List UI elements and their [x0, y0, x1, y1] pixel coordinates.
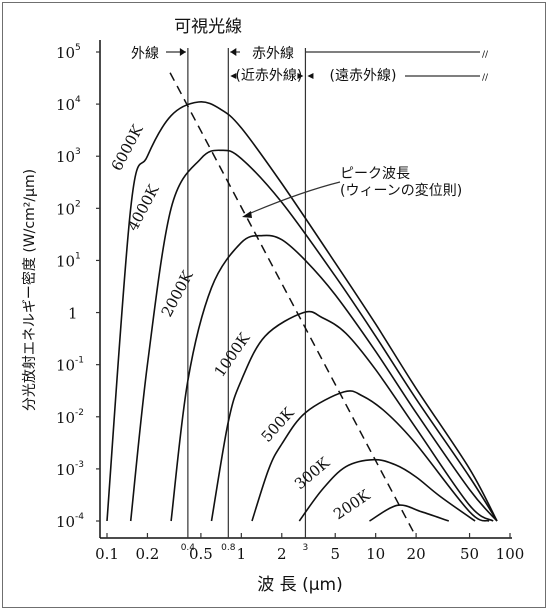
near-ir-arrow-head — [230, 73, 237, 79]
far-ir-arrow-head — [307, 73, 314, 79]
x-tick-label: 10 — [366, 545, 385, 563]
y-tick-base: 10 — [56, 44, 75, 62]
y-tick-base: 10 — [56, 513, 75, 531]
series-curve-300k — [298, 458, 476, 522]
y-tick-label: 10 5 — [56, 43, 81, 62]
x-tick-label: 0.1 — [95, 545, 119, 563]
y-tick-exponent: -2 — [75, 408, 84, 418]
y-tick-base: 10 — [56, 200, 75, 218]
near-ir-arrow-head — [297, 73, 304, 79]
y-tick-base: 10 — [56, 461, 75, 479]
axis-break-mark: // — [482, 50, 489, 60]
x-axis-label: 波 長 (μm) — [257, 575, 342, 595]
y-tick-label: 1 — [68, 305, 78, 323]
series-curve-2000k — [170, 234, 498, 522]
axis-break-mark: // — [482, 73, 489, 83]
series-label-500k: 500K — [258, 403, 299, 445]
series-label-1000k: 1000K — [211, 329, 255, 380]
series-label-6000k: 6000K — [108, 121, 147, 174]
x-tick-label: 0.2 — [136, 545, 160, 563]
y-axis-label: 分光放射エネルギー密度 (W/cm²/μm) — [21, 169, 38, 411]
series-label-200k: 200K — [330, 486, 374, 524]
wien-law-label: (ウィーンの変位則) — [340, 182, 462, 199]
annotation-arrow — [245, 181, 341, 216]
y-tick-exponent: -4 — [75, 512, 84, 522]
y-tick-label: 10 1 — [56, 251, 81, 270]
y-tick-base: 10 — [56, 357, 75, 375]
y-tick-label: 10 -4 — [56, 512, 84, 531]
series-curve-1000k — [210, 310, 494, 522]
y-tick-label: 10 -3 — [56, 460, 84, 479]
band-boundary-label: 0.8 — [221, 543, 236, 553]
y-tick-exponent: 5 — [75, 43, 81, 53]
series-curve-4000k — [129, 149, 498, 522]
y-tick-label: 10 -1 — [56, 356, 84, 375]
y-tick-exponent: 1 — [75, 251, 81, 261]
series-label-300k: 300K — [291, 453, 334, 493]
y-tick-base: 10 — [56, 148, 75, 166]
near-infrared-label: (近赤外線) — [235, 68, 302, 84]
x-tick-label: 0.5 — [189, 545, 213, 563]
series-label-4000k: 4000K — [124, 181, 163, 234]
series-curve-200k — [369, 504, 450, 522]
y-tick-base: 10 — [56, 252, 75, 270]
x-tick-label: 1 — [237, 545, 247, 563]
y-tick-label: 10 4 — [56, 95, 81, 114]
y-tick-exponent: -1 — [75, 356, 84, 366]
y-tick-exponent: 2 — [75, 199, 81, 209]
uv-arrow-head — [179, 48, 186, 56]
x-tick-label: 50 — [460, 545, 479, 563]
y-tick-base: 1 — [68, 305, 78, 323]
y-tick-exponent: 4 — [75, 95, 81, 105]
ir-arrow-left-head — [230, 48, 237, 56]
infrared-label: 赤外線 — [252, 46, 294, 62]
annotation-arrow-head — [242, 211, 252, 218]
band-boundary-label: 0.4 — [181, 543, 196, 553]
y-tick-base: 10 — [56, 409, 75, 427]
x-tick-label: 5 — [330, 545, 340, 563]
band-boundary-label: 3 — [303, 543, 309, 553]
x-tick-label: 100 — [496, 545, 525, 563]
y-tick-label: 10 3 — [56, 147, 81, 166]
y-tick-exponent: 3 — [75, 147, 81, 157]
series-label-2000k: 2000K — [158, 267, 197, 320]
series-curve-500k — [251, 390, 490, 522]
ultraviolet-label: 外線 — [131, 46, 159, 62]
series-curve-6000k — [106, 101, 498, 522]
x-tick-label: 2 — [277, 545, 287, 563]
y-tick-label: 10 2 — [56, 199, 81, 218]
y-tick-base: 10 — [56, 96, 75, 114]
far-infrared-label: (遠赤外線) — [330, 68, 397, 84]
wien-line — [169, 72, 417, 538]
visible-light-label: 可視光線 — [174, 17, 242, 37]
y-tick-exponent: -3 — [75, 460, 84, 470]
peak-wavelength-label: ピーク波長 — [340, 166, 410, 182]
x-tick-label: 20 — [407, 545, 426, 563]
y-tick-label: 10 -2 — [56, 408, 84, 427]
